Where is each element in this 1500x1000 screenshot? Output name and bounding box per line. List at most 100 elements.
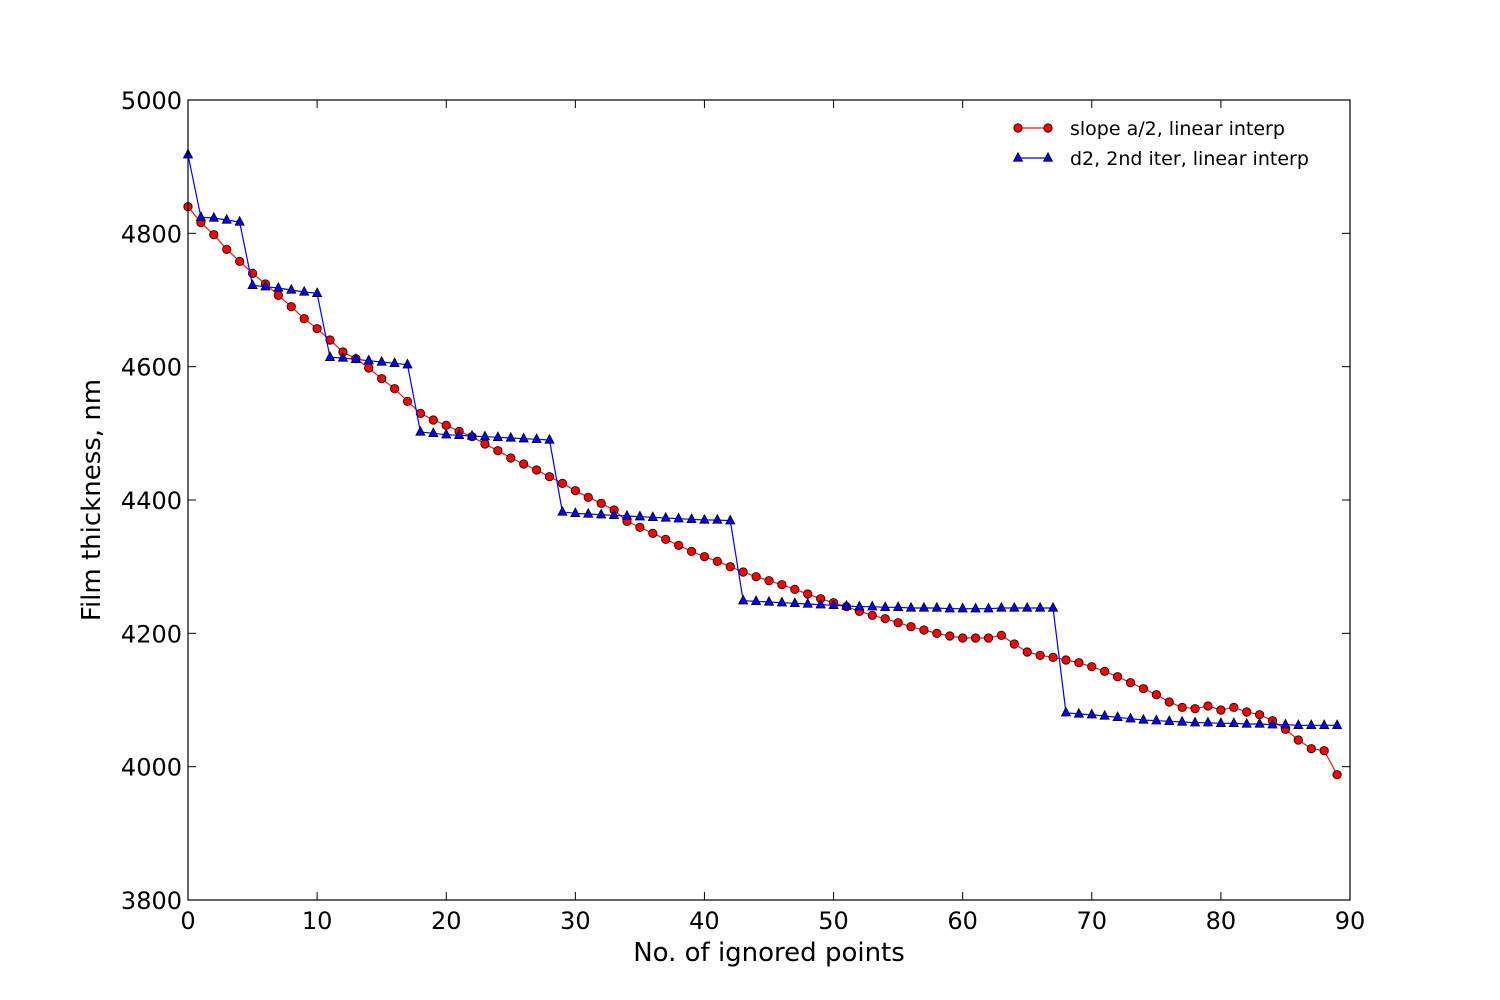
data-point [1176, 715, 1188, 726]
data-point [519, 459, 529, 469]
data-point [1215, 717, 1227, 727]
data-point [350, 353, 362, 363]
legend-marker-circle-icon [1043, 123, 1053, 133]
data-point [712, 513, 723, 524]
x-tick-label: 20 [431, 907, 462, 935]
data-point [234, 215, 245, 226]
data-point [674, 540, 684, 550]
data-point [221, 213, 232, 224]
data-point [557, 505, 568, 516]
data-point [686, 513, 697, 523]
data-point [1022, 601, 1033, 612]
data-point [635, 522, 645, 532]
data-point [466, 429, 478, 440]
data-point [1306, 719, 1317, 729]
data-point [906, 622, 916, 632]
data-point [1189, 716, 1201, 727]
data-point [854, 600, 865, 611]
data-point [570, 507, 581, 517]
data-point [1125, 678, 1136, 688]
y-tick-label: 3800 [121, 887, 182, 915]
data-point [970, 602, 981, 613]
data-point [505, 431, 516, 442]
data-point [1151, 690, 1161, 700]
data-point [634, 510, 646, 521]
x-tick-label: 0 [180, 907, 195, 935]
data-point [1138, 684, 1149, 694]
x-tick-label: 10 [302, 907, 333, 935]
data-point [699, 513, 710, 524]
data-point [531, 433, 542, 443]
data-point [983, 602, 994, 613]
data-point [1254, 717, 1265, 728]
data-point [286, 283, 297, 294]
data-point [299, 314, 309, 324]
y-tick-label: 5000 [121, 87, 182, 115]
data-point [1138, 713, 1149, 724]
x-tick-label: 90 [1335, 907, 1366, 935]
y-tick-label: 4600 [121, 354, 182, 382]
data-point [1319, 746, 1329, 756]
data-point [841, 599, 852, 610]
data-point [1306, 744, 1316, 754]
data-point [441, 428, 452, 439]
data-point [905, 601, 917, 612]
data-point [1164, 715, 1175, 725]
data-point [970, 633, 981, 643]
data-point [544, 433, 555, 444]
data-point [931, 601, 943, 612]
data-point [273, 290, 283, 300]
data-point [492, 431, 504, 441]
data-point [1112, 711, 1123, 721]
data-point [763, 595, 775, 606]
data-point [377, 374, 387, 384]
legend-label-slope: slope a/2, linear interp [1070, 118, 1285, 140]
data-point [945, 631, 955, 641]
data-point [479, 430, 491, 441]
data-point [802, 597, 813, 608]
data-point [699, 552, 710, 562]
data-point [583, 492, 593, 502]
data-point [1073, 707, 1085, 718]
data-point [648, 528, 658, 538]
data-point [208, 211, 219, 222]
data-point [1048, 652, 1058, 662]
data-point [299, 285, 310, 296]
data-point [621, 509, 633, 520]
data-point [195, 211, 207, 221]
data-point [686, 546, 697, 556]
data-point [1280, 718, 1291, 729]
axis-ticks: 0 10 20 30 40 50 60 70 80 90 3800 4000 4200 4400 4600 4… [121, 87, 1365, 935]
data-point [247, 279, 258, 289]
data-point [1241, 717, 1252, 728]
data-point [764, 576, 774, 586]
data-point [725, 562, 735, 572]
data-point [518, 432, 529, 443]
series-layer [182, 148, 1343, 780]
data-point [777, 580, 787, 590]
data-point [880, 601, 891, 611]
data-point [570, 486, 580, 496]
series-slope-a2 [183, 202, 1342, 780]
data-point [453, 429, 465, 439]
data-point [389, 384, 400, 394]
data-point [364, 363, 374, 373]
data-point [324, 351, 336, 361]
legend-marker-triangle-icon [1012, 151, 1024, 162]
y-tick-label: 4800 [121, 220, 182, 248]
data-point [1009, 601, 1020, 612]
data-point [828, 599, 839, 609]
data-point [235, 256, 245, 266]
data-point [1319, 719, 1330, 729]
data-point [725, 514, 736, 525]
data-point [1267, 718, 1278, 729]
data-point [1190, 704, 1200, 714]
legend-label-d2: d2, 2nd iter, linear interp [1070, 148, 1309, 170]
data-point [1164, 697, 1174, 707]
data-point [1293, 719, 1304, 729]
data-point [790, 584, 800, 594]
data-point [1331, 719, 1343, 729]
x-tick-label: 70 [1077, 907, 1108, 935]
x-tick-label: 30 [560, 907, 591, 935]
